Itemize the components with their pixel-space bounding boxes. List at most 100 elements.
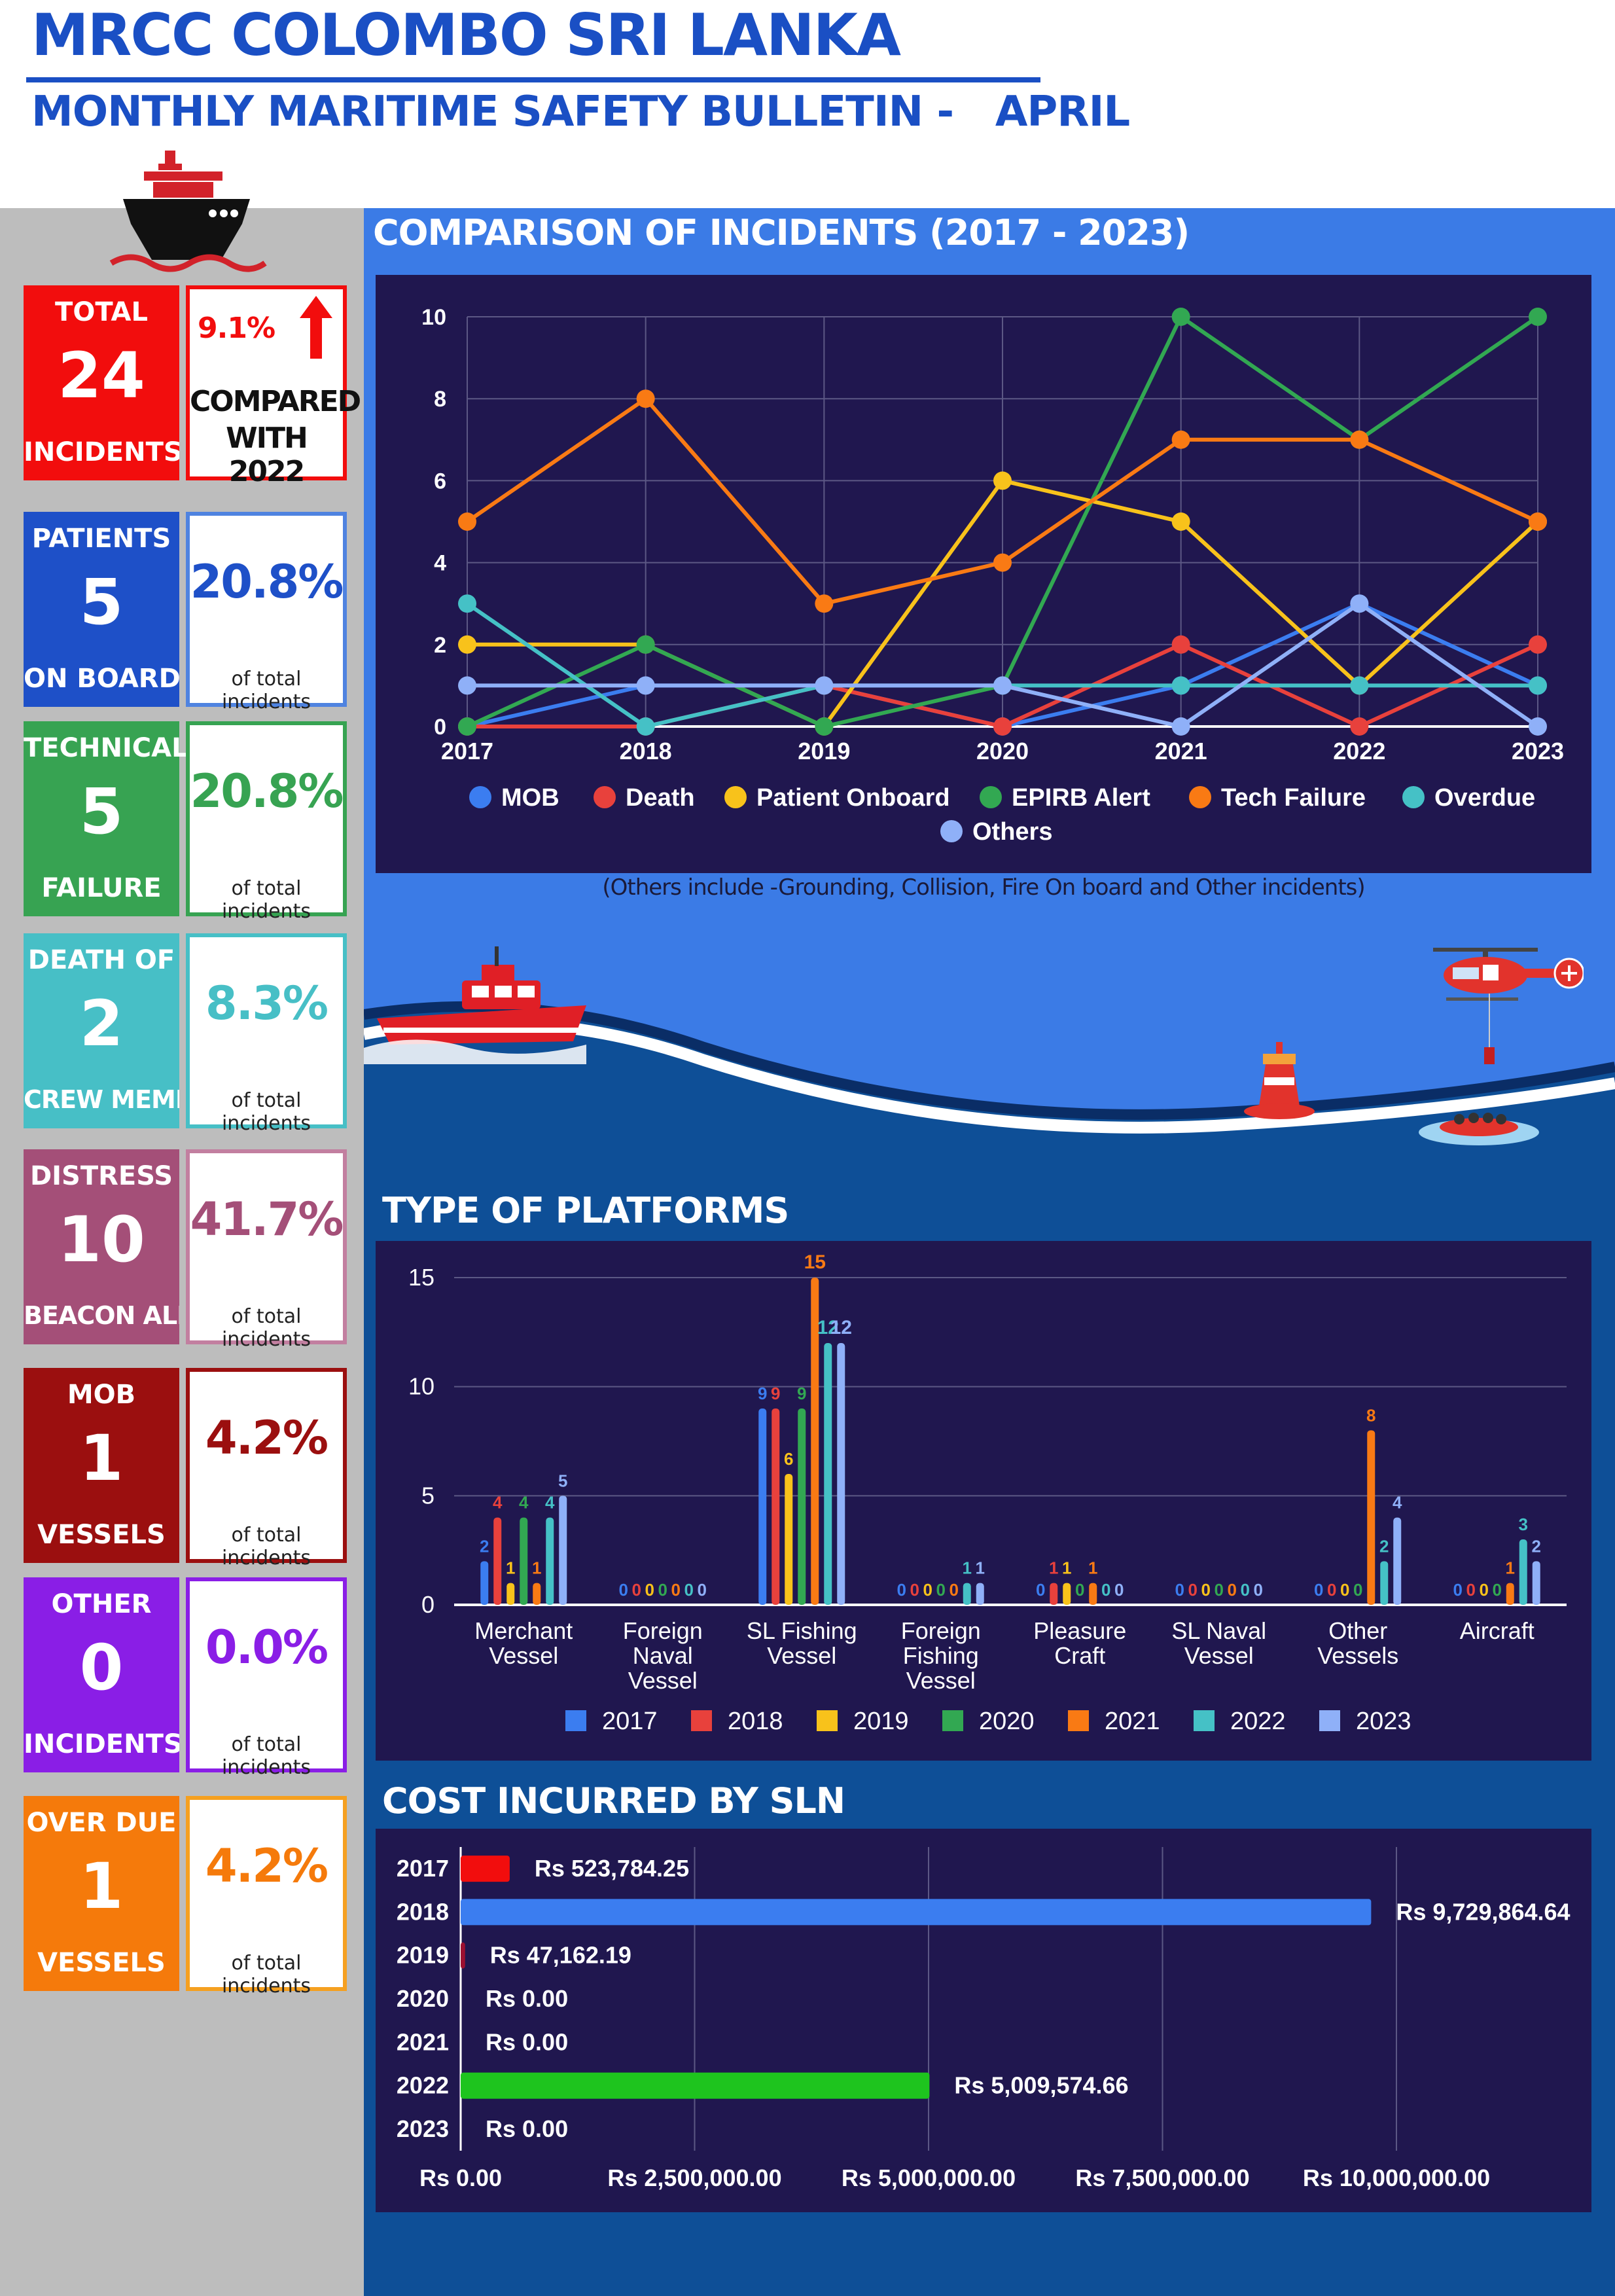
bar-data-label: 5 [558,1471,567,1490]
stat-value: 10 [58,1203,145,1276]
stat-pct: 4.2% [205,1411,328,1465]
bar-data-label: 0 [1493,1580,1502,1600]
incidents-line-chart: 0 2 4 6 8 10 2017 2018 2019 2020 2021 2022 2023 MOB De… [421,305,1564,846]
stat-label-box: MOB 1 VESSELS [24,1368,179,1563]
legend-label: 2017 [602,1708,658,1735]
stat-label-top: OTHER [51,1589,152,1619]
data-point [1529,717,1547,736]
bar-data-label: 9 [797,1384,806,1403]
compared-text-2: WITH 2022 [226,422,308,488]
stat-pct-box: 20.8% of total incidents [186,512,347,713]
bar-data-label: 0 [1036,1580,1045,1600]
bar [758,1408,767,1605]
category-label: Vessels [1317,1642,1398,1669]
bar-data-label: 0 [1254,1580,1263,1600]
bar-data-label: 0 [684,1580,694,1600]
bar [559,1496,567,1605]
category-label: Other [1328,1617,1387,1644]
bar-data-label: 1 [963,1558,972,1578]
legend-swatch [1402,786,1425,808]
stat-label-bottom: VESSELS [37,1520,166,1550]
stat-card-other: OTHER 0 INCIDENTS 0.0% of total incident… [24,1577,347,1779]
y-tick-label: 4 [434,551,446,576]
data-point [636,676,655,695]
stat-label-top: PATIENTS [31,524,171,554]
stat-card-distress: DISTRESS 10 BEACON ALERT 41.7% of total … [24,1149,347,1351]
stat-label-box: TECHNICAL 5 FAILURE [24,721,188,916]
stat-label-bottom: CREW MEMBER [24,1085,179,1114]
x-tick-label: 2023 [1512,738,1564,764]
data-point [1350,676,1369,695]
legend-label: 2020 [979,1708,1035,1735]
helicopter-icon [1433,948,1584,1064]
category-label: Vessel [1184,1642,1254,1669]
y-category-label: 2022 [397,2072,449,2099]
stat-label-top: OVER DUE [26,1808,177,1838]
y-category-label: 2019 [397,1942,449,1969]
data-point [1529,676,1547,695]
buoy-icon [1244,1042,1315,1119]
data-point [1350,430,1369,449]
bar-data-label: 0 [619,1580,628,1600]
stat-label-bottom: FAILURE [41,873,162,903]
legend-label: Patient Onboard [756,784,950,812]
stat-label-bottom: BEACON ALERT [24,1301,179,1330]
stat-pct-box: 41.7% of total incidents [186,1149,347,1351]
bar [506,1583,515,1605]
cost-value-label: Rs 0.00 [486,1985,568,2012]
bar-data-label: 0 [1480,1580,1489,1600]
y-category-label: 2017 [397,1855,449,1882]
y-tick-label: 10 [408,1373,435,1400]
x-tick-label: 2022 [1333,738,1385,764]
stat-card-overdue: OVER DUE 1 VESSELS 4.2% of total inciden… [24,1796,347,1998]
platforms-chart-panel: 0 5 10 15 Merchant Vessel 2 4 1 4 1 4 5 Foreign Naval V… [376,1241,1591,1761]
stat-value: 1 [79,1850,124,1923]
bar-data-label: 12 [817,1317,839,1338]
x-tick-label: Rs 2,500,000.00 [607,2164,781,2191]
stat-pct: 0.0% [205,1621,328,1674]
cost-bar [461,1856,510,1882]
bar [1519,1539,1527,1605]
others-note: (Others include -Grounding, Collision, F… [602,874,1365,901]
bar [1063,1583,1071,1605]
bar-data-label: 0 [1075,1580,1084,1600]
data-point [993,676,1012,695]
category-label: Pleasure [1033,1617,1126,1644]
stat-sub: of total incidents [221,1733,311,1779]
y-tick-label: 0 [421,1591,435,1618]
stat-sub: of total incidents [221,1524,311,1570]
cost-value-label: Rs 9,729,864.64 [1396,1898,1570,1925]
legend-label: Overdue [1434,784,1535,812]
stat-pct: 20.8% [190,555,344,609]
legend-label: 2023 [1356,1708,1411,1735]
stat-label-box: PATIENTS 5 ON BOARD [24,512,179,707]
data-point [815,676,834,695]
bar-data-label: 0 [1453,1580,1463,1600]
stat-pct: 4.2% [205,1839,328,1893]
bar-data-label: 1 [976,1558,985,1578]
bar [546,1517,554,1605]
bar-data-label: 1 [1062,1558,1071,1578]
total-change-box: 9.1% COMPARED WITH 2022 [186,285,361,488]
data-point [1171,676,1190,695]
stat-pct-box: 4.2% of total incidents [186,1796,347,1998]
bar-data-label: 9 [771,1384,780,1403]
data-point [636,635,655,654]
x-tick-label: 2018 [620,738,672,764]
bar-data-label: 1 [506,1558,515,1578]
cost-bar [461,1942,465,1969]
cost-chart-title: COST INCURRED BY SLN [382,1780,845,1821]
stat-label-bottom: ON BOARD [24,664,179,694]
bar-data-label: 0 [1228,1580,1237,1600]
cost-value-label: Rs 523,784.25 [535,1855,689,1882]
bar-data-label: 3 [1519,1515,1528,1534]
legend-swatch [942,1710,963,1731]
bar-data-label: 0 [1466,1580,1476,1600]
bar-data-label: 1 [1088,1558,1097,1578]
data-point [636,389,655,408]
stat-card-mob: MOB 1 VESSELS 4.2% of total incidents [24,1368,347,1570]
x-tick-label: 2017 [441,738,493,764]
cost-chart-panel: Rs 0.00 Rs 2,500,000.00 Rs 5,000,000.00 Rs … [376,1829,1591,2212]
legend-label: MOB [501,784,559,812]
legend-label: Others [972,818,1052,846]
